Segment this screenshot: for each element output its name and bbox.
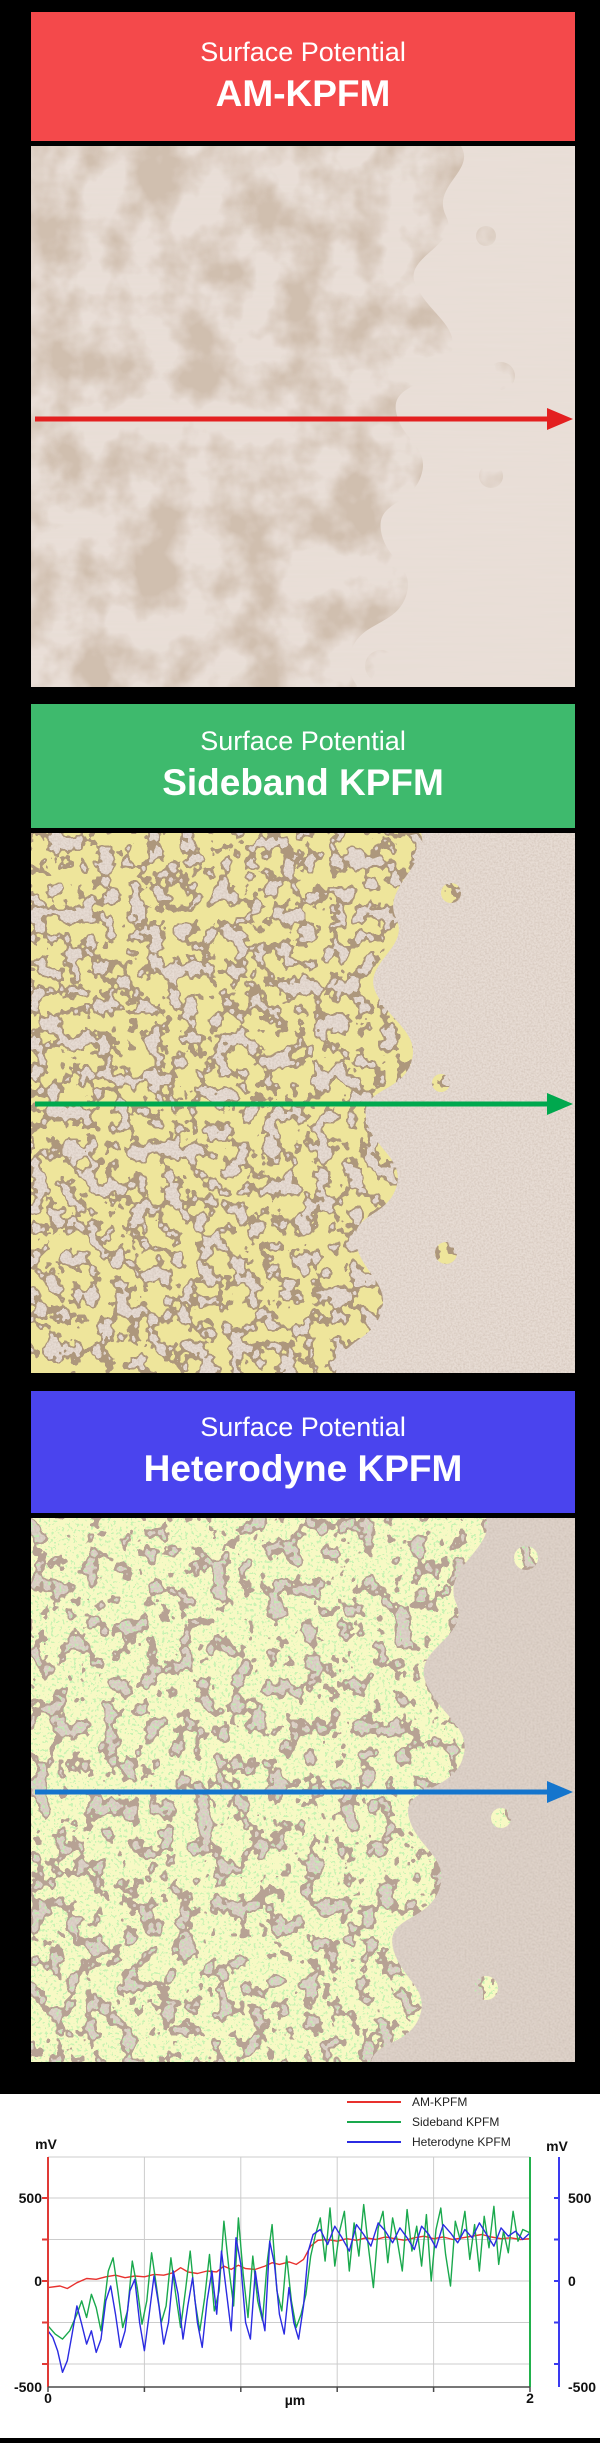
legend-label: Heterodyne KPFM — [412, 2135, 511, 2149]
x-tick-2: 2 — [526, 2390, 534, 2406]
legend-line-red — [347, 2101, 401, 2103]
series-sideband-kpfm — [47, 2203, 531, 2340]
arrow-head — [547, 1093, 573, 1115]
banner-am-kpfm: Surface Potential AM-KPFM — [31, 12, 575, 141]
y-tick-left-500: 500 — [18, 2190, 42, 2206]
series-lines — [47, 2203, 531, 2373]
legend-label: Sideband KPFM — [412, 2115, 500, 2129]
banner-subtitle: Surface Potential — [200, 1412, 406, 1443]
y-tick-right-0: 0 — [568, 2273, 576, 2289]
banner-title: AM-KPFM — [215, 72, 391, 114]
y-axis-unit-left: mV — [35, 2136, 57, 2152]
chart-legend: AM-KPFM Sideband KPFM Heterodyne KPFM — [347, 2092, 511, 2152]
chart-plot-area — [42, 2156, 560, 2392]
x-tick-0: 0 — [44, 2390, 52, 2406]
banner-subtitle: Surface Potential — [200, 36, 406, 67]
afm-image-am-kpfm — [31, 146, 575, 687]
x-axis-baseline — [47, 2386, 531, 2392]
scan-line-arrow-am-kpfm — [35, 408, 573, 430]
afm-image-sideband-kpfm — [31, 833, 575, 1373]
outer-right-axis-blue — [554, 2157, 560, 2387]
arrow-head — [547, 1781, 573, 1803]
line-profile-chart: AM-KPFM Sideband KPFM Heterodyne KPFM mV… — [0, 2094, 600, 2438]
afm-image-heterodyne-kpfm — [31, 1518, 575, 2062]
legend-item-heterodyne: Heterodyne KPFM — [347, 2132, 511, 2152]
y-tick-right-neg500: -500 — [568, 2379, 597, 2395]
scan-line-arrow-sideband — [35, 1093, 573, 1115]
banner-title: Heterodyne KPFM — [143, 1448, 463, 1490]
y-tick-left-neg500: -500 — [13, 2379, 42, 2395]
left-axis-red — [42, 2157, 49, 2387]
legend-item-am-kpfm: AM-KPFM — [347, 2092, 511, 2112]
banner-sideband-kpfm: Surface Potential Sideband KPFM — [31, 704, 575, 828]
legend-item-sideband: Sideband KPFM — [347, 2112, 511, 2132]
series-heterodyne-kpfm — [47, 2222, 531, 2373]
banner-title: Sideband KPFM — [162, 762, 444, 804]
legend-line-blue — [347, 2141, 401, 2143]
x-axis-unit: µm — [284, 2392, 306, 2408]
banner-heterodyne-kpfm: Surface Potential Heterodyne KPFM — [31, 1391, 575, 1513]
horizontal-gridlines — [48, 2156, 530, 2365]
legend-line-green — [347, 2121, 401, 2123]
y-axis-unit-right: mV — [546, 2138, 568, 2154]
scan-line-arrow-heterodyne — [35, 1781, 573, 1803]
arrow-head — [547, 408, 573, 430]
y-tick-left-0: 0 — [34, 2273, 42, 2289]
legend-label: AM-KPFM — [412, 2095, 468, 2109]
y-tick-right-500: 500 — [568, 2190, 592, 2206]
series-am-kpfm — [47, 2233, 531, 2290]
banner-subtitle: Surface Potential — [200, 726, 406, 757]
